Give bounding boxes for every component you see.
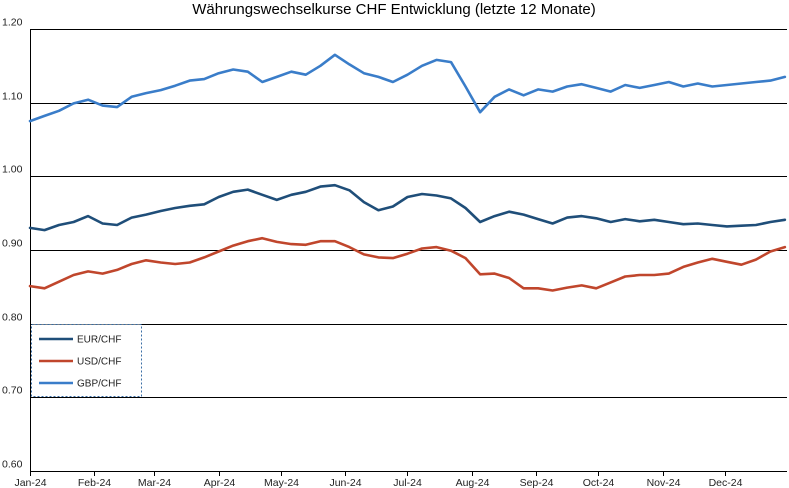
x-tick-label: Dec-24 (709, 477, 743, 488)
x-tick-label: May-24 (264, 477, 299, 488)
gridlines (30, 29, 787, 472)
y-tick-label: 0.60 (2, 459, 23, 471)
x-tick-label: Jan-24 (14, 477, 46, 488)
legend-label: EUR/CHF (77, 335, 121, 346)
x-tick-label: Apr-24 (204, 477, 236, 488)
series-line-eur-chf (28, 183, 787, 232)
x-tick-label: Oct-24 (583, 477, 615, 488)
x-tick-label: Feb-24 (78, 477, 111, 488)
y-tick-label: 1.20 (2, 17, 23, 29)
legend: EUR/CHF USD/CHF GBP/CHF (31, 324, 142, 397)
x-tick-label: Sep-24 (520, 477, 554, 488)
y-tick-label: 0.90 (2, 238, 23, 250)
x-tick-label: Mar-24 (138, 477, 171, 488)
y-tick-label: 0.70 (2, 385, 23, 397)
y-tick-label: 1.00 (2, 164, 23, 176)
y-tick-label: 1.10 (2, 91, 23, 103)
legend-label: USD/CHF (77, 357, 121, 368)
x-tick-label: Jul-24 (393, 477, 422, 488)
legend-label: GBP/CHF (77, 379, 121, 390)
x-tick-label: Aug-24 (456, 477, 490, 488)
x-axis-ticks: Jan-24 Feb-24 Mar-24 Apr-24 May-24 Jun-24 Jul-… (14, 471, 743, 488)
x-tick-label: Jun-24 (329, 477, 361, 488)
series-line-gbp-chf (28, 53, 787, 123)
x-tick-label: Nov-24 (647, 477, 681, 488)
chart-title: Währungswechselkurse CHF Entwicklung (le… (192, 1, 596, 18)
y-tick-label: 0.80 (2, 312, 23, 324)
series-lines (28, 53, 787, 292)
y-axis-ticks: 0.60 0.70 0.80 0.90 1.00 1.10 1.20 (2, 17, 23, 471)
series-line-usd-chf (28, 236, 787, 292)
